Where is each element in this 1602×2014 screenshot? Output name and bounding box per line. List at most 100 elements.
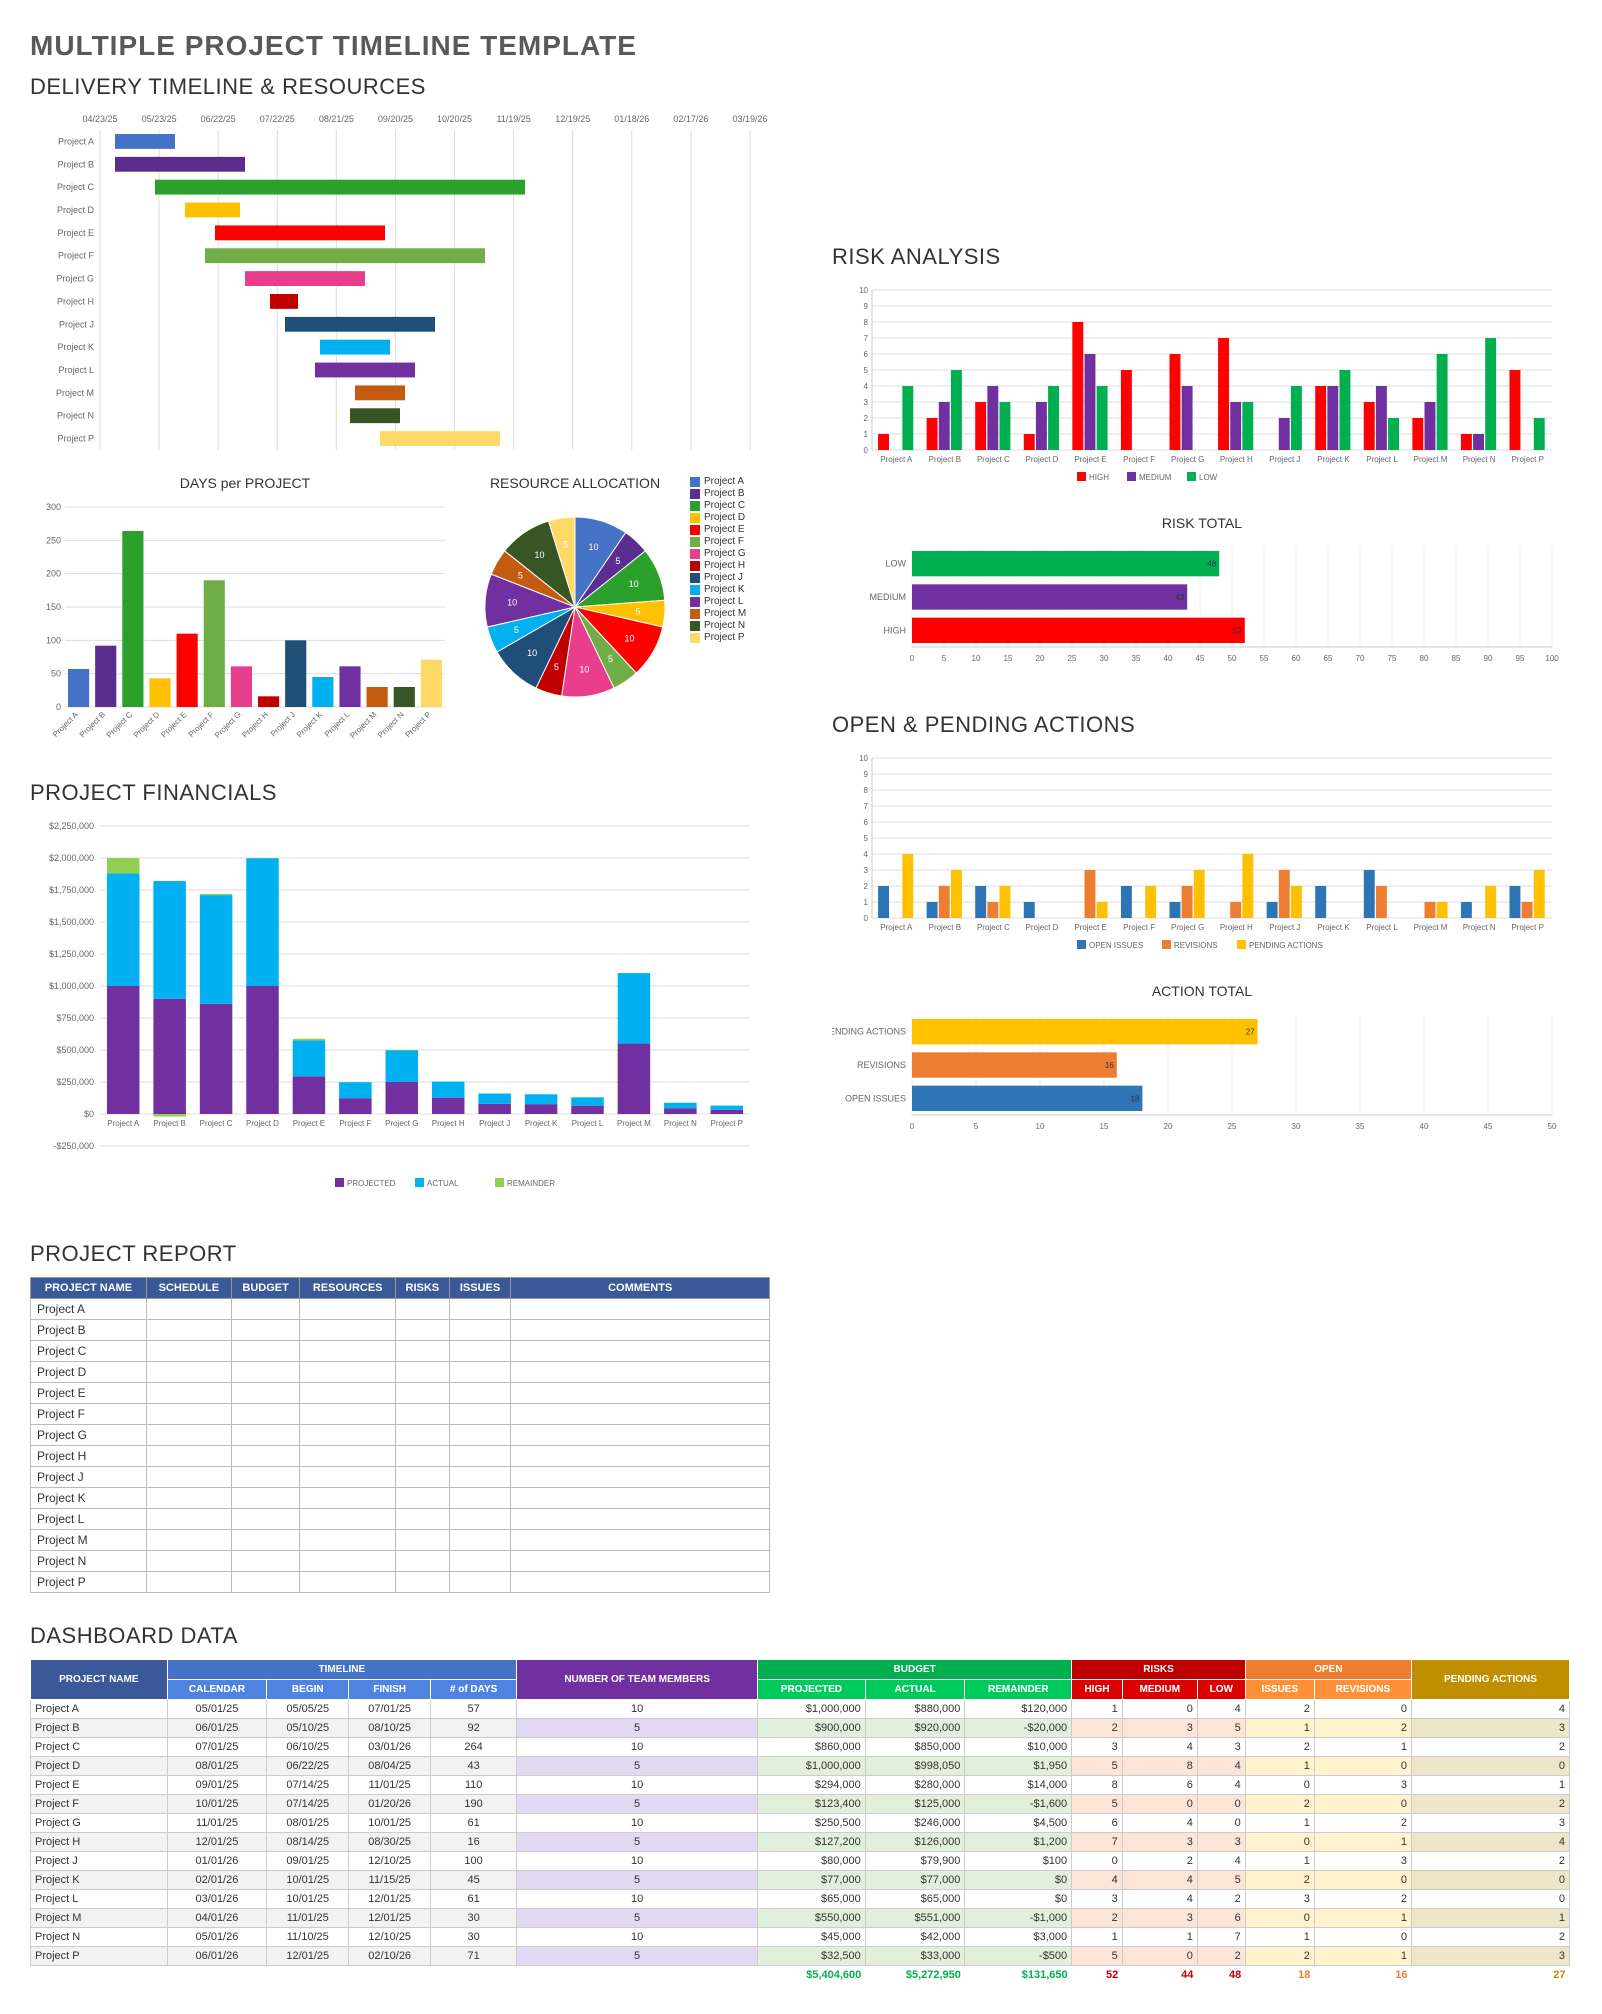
financials-chart: -$250,000$0$250,000$500,000$750,000$1,00… [30, 816, 770, 1206]
svg-text:5: 5 [942, 654, 947, 663]
svg-text:10: 10 [629, 579, 639, 589]
svg-text:Project G: Project G [1171, 455, 1204, 464]
svg-text:0: 0 [910, 1122, 915, 1131]
svg-text:Project M: Project M [1414, 923, 1448, 932]
svg-text:HIGH: HIGH [884, 625, 907, 635]
svg-text:5: 5 [864, 834, 869, 843]
svg-text:Project A: Project A [51, 710, 80, 739]
svg-text:4: 4 [864, 850, 869, 859]
svg-text:Project M: Project M [348, 710, 378, 740]
actions-chart: 012345678910Project AProject BProject CP… [832, 748, 1572, 968]
svg-text:HIGH: HIGH [1089, 473, 1109, 482]
svg-text:REMAINDER: REMAINDER [507, 1179, 555, 1188]
svg-text:Project H: Project H [57, 296, 94, 306]
svg-text:Project P: Project P [57, 434, 94, 444]
svg-text:100: 100 [1545, 654, 1559, 663]
svg-text:Project F: Project F [58, 251, 95, 261]
svg-text:30: 30 [1100, 654, 1109, 663]
svg-text:OPEN ISSUES: OPEN ISSUES [845, 1093, 906, 1103]
svg-text:Project C: Project C [57, 182, 95, 192]
svg-text:5: 5 [514, 625, 519, 635]
svg-text:40: 40 [1420, 1122, 1429, 1131]
svg-text:Project C: Project C [105, 710, 135, 740]
section-delivery: DELIVERY TIMELINE & RESOURCES [30, 74, 792, 100]
svg-text:18: 18 [1130, 1094, 1139, 1103]
section-financials: PROJECT FINANCIALS [30, 780, 792, 806]
svg-text:9: 9 [864, 770, 869, 779]
risk-chart: 012345678910Project AProject BProject CP… [832, 280, 1572, 500]
svg-text:Project N: Project N [1463, 923, 1496, 932]
svg-text:08/21/25: 08/21/25 [319, 114, 354, 124]
svg-text:50: 50 [1228, 654, 1237, 663]
svg-text:PENDING ACTIONS: PENDING ACTIONS [832, 1027, 906, 1037]
svg-text:250: 250 [46, 535, 61, 545]
svg-text:150: 150 [46, 602, 61, 612]
svg-text:$500,000: $500,000 [56, 1045, 94, 1055]
svg-text:Project L: Project L [572, 1119, 604, 1128]
svg-text:Project H: Project H [432, 1119, 465, 1128]
svg-text:$0: $0 [84, 1109, 94, 1119]
svg-text:15: 15 [1100, 1122, 1109, 1131]
svg-text:Project C: Project C [200, 1119, 233, 1128]
svg-text:75: 75 [1388, 654, 1397, 663]
svg-text:Project C: Project C [977, 923, 1010, 932]
svg-text:Project L: Project L [1366, 455, 1398, 464]
svg-text:-$250,000: -$250,000 [53, 1141, 94, 1151]
pie-legend: Project AProject BProject CProject DProj… [690, 475, 792, 772]
svg-text:8: 8 [864, 786, 869, 795]
svg-text:Project E: Project E [57, 228, 94, 238]
svg-text:Project H: Project H [1220, 455, 1253, 464]
svg-text:Project D: Project D [57, 205, 95, 215]
svg-text:100: 100 [46, 635, 61, 645]
svg-text:Project K: Project K [525, 1119, 558, 1128]
svg-text:Project E: Project E [293, 1119, 325, 1128]
svg-text:$1,000,000: $1,000,000 [49, 981, 94, 991]
svg-text:Project G: Project G [1171, 923, 1204, 932]
action-total-title: ACTION TOTAL [832, 983, 1572, 999]
svg-text:43: 43 [1175, 593, 1184, 602]
svg-text:Project P: Project P [711, 1119, 743, 1128]
svg-text:LOW: LOW [885, 559, 906, 569]
svg-text:Project M: Project M [1414, 455, 1448, 464]
svg-text:15: 15 [1004, 654, 1013, 663]
svg-text:7: 7 [864, 802, 869, 811]
svg-text:Project H: Project H [1220, 923, 1253, 932]
svg-text:Project K: Project K [57, 342, 94, 352]
svg-text:09/20/25: 09/20/25 [378, 114, 413, 124]
svg-text:Project J: Project J [479, 1119, 510, 1128]
svg-text:10: 10 [859, 754, 868, 763]
svg-text:Project D: Project D [1026, 455, 1059, 464]
svg-text:27: 27 [1246, 1028, 1255, 1037]
svg-text:5: 5 [608, 654, 613, 664]
svg-text:ACTUAL: ACTUAL [427, 1179, 459, 1188]
svg-text:10/20/25: 10/20/25 [437, 114, 472, 124]
svg-text:02/17/26: 02/17/26 [673, 114, 708, 124]
svg-text:Project P: Project P [404, 710, 433, 739]
svg-text:10: 10 [589, 542, 599, 552]
svg-text:0: 0 [56, 702, 61, 712]
svg-text:Project A: Project A [880, 455, 913, 464]
svg-text:25: 25 [1068, 654, 1077, 663]
gantt-chart: 04/23/2505/23/2506/22/2507/22/2508/21/25… [30, 110, 770, 470]
svg-text:5: 5 [518, 571, 523, 581]
svg-text:55: 55 [1260, 654, 1269, 663]
svg-text:Project F: Project F [339, 1119, 371, 1128]
pie-chart: 105105105105105105105 [470, 497, 680, 727]
svg-text:PENDING ACTIONS: PENDING ACTIONS [1249, 941, 1323, 950]
svg-text:Project J: Project J [1269, 455, 1300, 464]
svg-text:$1,250,000: $1,250,000 [49, 949, 94, 959]
svg-text:10: 10 [625, 634, 635, 644]
days-title: DAYS per PROJECT [30, 475, 460, 491]
svg-text:Project L: Project L [58, 365, 94, 375]
svg-text:Project C: Project C [977, 455, 1010, 464]
svg-text:0: 0 [864, 446, 869, 455]
svg-text:2: 2 [864, 414, 869, 423]
svg-text:Project J: Project J [59, 319, 94, 329]
svg-text:Project F: Project F [1123, 455, 1155, 464]
svg-text:10: 10 [972, 654, 981, 663]
svg-text:45: 45 [1196, 654, 1205, 663]
svg-text:10: 10 [527, 648, 537, 658]
action-total-chart: 05101520253035404550PENDING ACTIONS27REV… [832, 1005, 1572, 1155]
svg-text:52: 52 [1233, 626, 1242, 635]
svg-text:Project D: Project D [1026, 923, 1059, 932]
